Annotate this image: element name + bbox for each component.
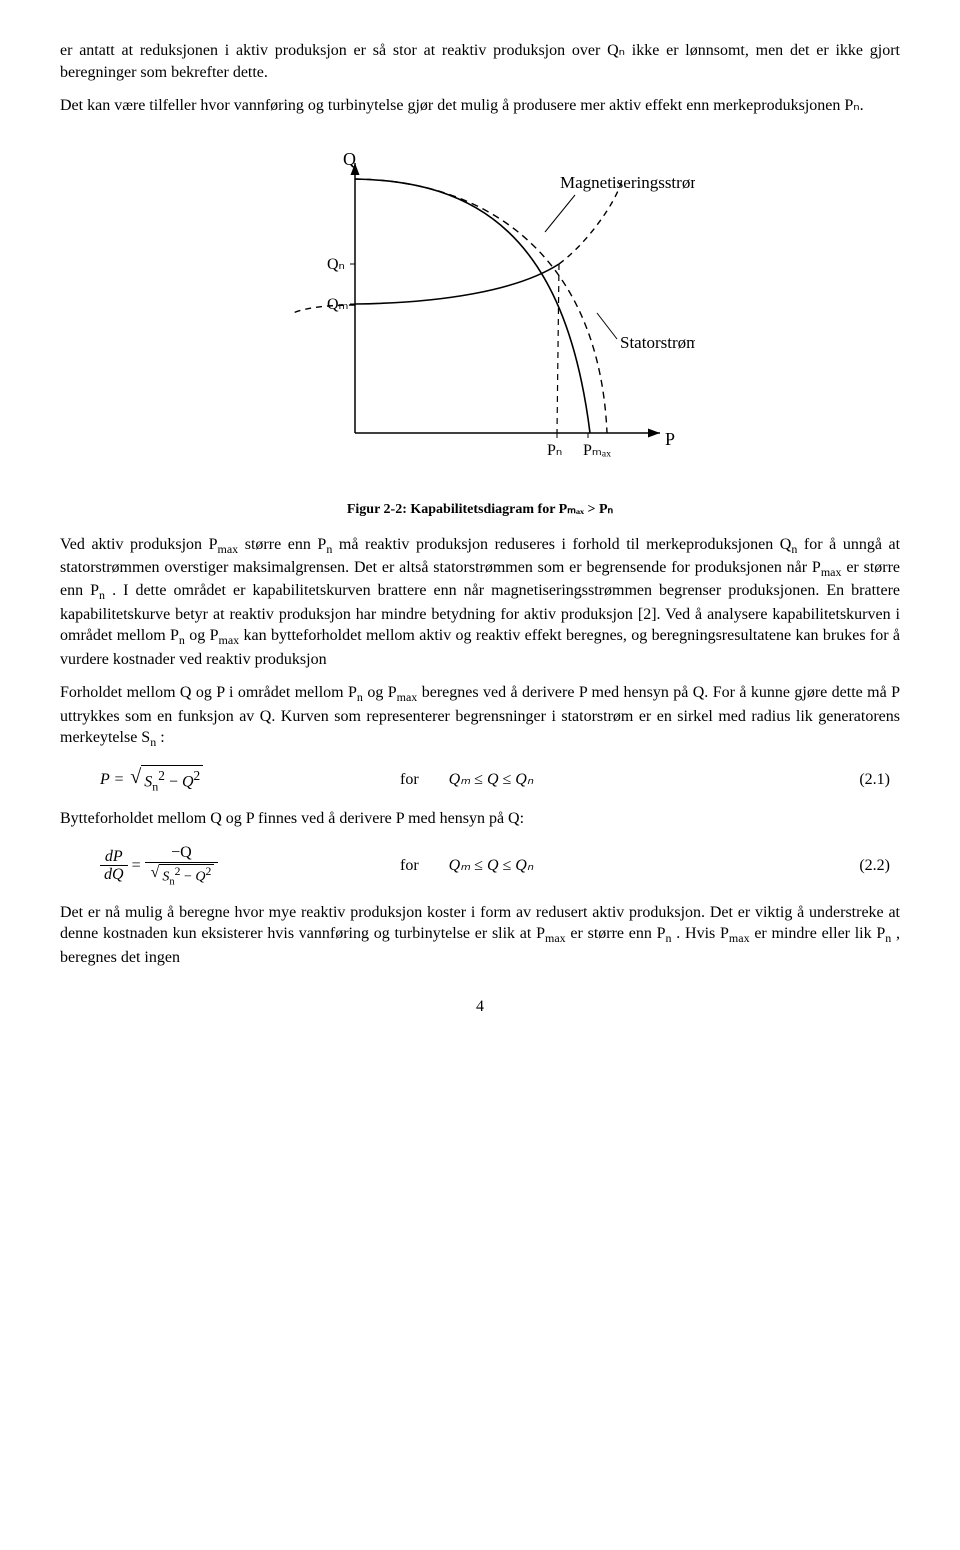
superscript: 2 (205, 865, 211, 878)
superscript: 2 (194, 768, 201, 783)
text: Forholdet mellom Q og P i området mellom… (60, 684, 357, 701)
subscript: max (219, 634, 240, 648)
fraction: −Q √ Sn2 − Q2 (145, 844, 219, 888)
numerator: −Q (171, 844, 192, 861)
subscript: max (821, 565, 842, 579)
text: og P (189, 627, 218, 644)
svg-text:P: P (665, 429, 675, 449)
paragraph: Det er nå mulig å beregne hvor mye reakt… (60, 902, 900, 969)
eq-lhs: P = (100, 769, 124, 791)
paragraph: Bytteforholdet mellom Q og P finnes ved … (60, 808, 900, 830)
svg-text:Pₘₐₓ: Pₘₐₓ (583, 442, 611, 459)
text: : (160, 729, 164, 746)
equals: = (132, 855, 141, 877)
svg-text:Qₙ: Qₙ (327, 256, 345, 273)
superscript: 2 (158, 768, 165, 783)
svg-text:Q: Q (343, 149, 356, 169)
subscript: n (99, 589, 105, 603)
var: Q (182, 773, 194, 790)
text: Ved aktiv produksjon P (60, 536, 217, 553)
subscript: n (885, 931, 891, 945)
eq-condition: Qₘ ≤ Q ≤ Qₙ (449, 769, 534, 791)
equation-2-2: dP dQ = −Q √ Sn2 − Q2 for Qₘ ≤ Q ≤ Qₙ (2… (100, 844, 900, 888)
minus: − (184, 869, 192, 884)
paragraph: Forholdet mellom Q og P i området mellom… (60, 682, 900, 750)
equation-number: (2.2) (859, 855, 900, 877)
svg-text:Magnetiseringsstrøm: Magnetiseringsstrøm (560, 173, 695, 192)
text: større enn P (245, 536, 327, 553)
for-label: for (400, 769, 419, 791)
for-label: for (400, 855, 419, 877)
text: kan bytteforholdet mellom aktiv og reakt… (60, 627, 900, 667)
subscript: n (169, 876, 174, 887)
paragraph: Det kan være tilfeller hvor vannføring o… (60, 95, 900, 117)
equation-number: (2.1) (859, 769, 900, 791)
paragraph: Ved aktiv produksjon Pmax større enn Pn … (60, 534, 900, 671)
subscript: n (179, 634, 185, 648)
fraction: dP dQ (100, 848, 128, 884)
figure-caption: Figur 2-2: Kapabilitetsdiagram for Pₘₐₓ … (60, 501, 900, 520)
capability-diagram: Q Qₙ Qₘ P Pₙ Pₘₐₓ Magnetiseringsstrøm Statorstr… (60, 133, 900, 493)
subscript: n (326, 542, 332, 556)
subscript: max (397, 691, 418, 705)
subscript: max (217, 542, 238, 556)
eq-condition: Qₘ ≤ Q ≤ Qₙ (449, 855, 534, 877)
page-number: 4 (60, 996, 900, 1018)
subscript: max (729, 931, 750, 945)
text: må reaktiv produksjon reduseres i forhol… (339, 536, 791, 553)
text: . Hvis P (676, 925, 729, 942)
text: er mindre eller lik P (754, 925, 885, 942)
svg-text:Statorstrøm: Statorstrøm (620, 333, 695, 352)
numerator: dP (101, 848, 127, 866)
var: Q (195, 869, 205, 884)
superscript: 2 (175, 865, 181, 878)
subscript: n (357, 691, 363, 705)
minus: − (169, 773, 178, 790)
equation-2-1: P = √ Sn2 − Q2 for Qₘ ≤ Q ≤ Qₙ (2.1) (100, 765, 900, 795)
text: er større enn P (570, 925, 665, 942)
svg-text:Qₘ: Qₘ (327, 296, 349, 313)
sqrt-icon: √ Sn2 − Q2 (151, 864, 215, 888)
subscript: n (150, 736, 156, 750)
denominator: dQ (100, 865, 128, 884)
text: og P (367, 684, 396, 701)
subscript: n (791, 542, 797, 556)
svg-text:Pₙ: Pₙ (547, 442, 562, 459)
paragraph: er antatt at reduksjonen i aktiv produks… (60, 40, 900, 83)
subscript: max (545, 931, 566, 945)
sqrt-icon: √ Sn2 − Q2 (130, 765, 203, 795)
subscript: n (666, 931, 672, 945)
